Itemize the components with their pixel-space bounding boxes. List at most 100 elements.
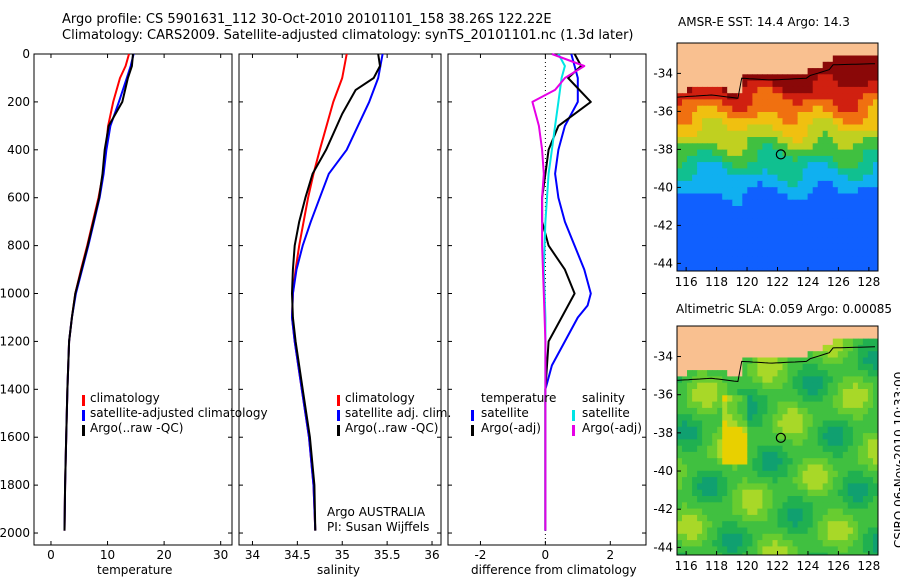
ocean-cell [827,80,834,88]
ocean-cell [852,143,859,151]
ocean-cell [702,508,708,516]
ocean-cell [812,155,819,163]
ocean-cell [737,458,743,466]
ocean-cell [852,68,859,75]
ocean-cell [847,162,854,169]
ocean-cell [857,414,864,422]
ocean-cell [792,137,799,144]
ocean-cell [707,395,713,403]
ocean-cell [757,268,763,271]
ocean-cell [772,256,779,264]
ocean-cell [878,143,884,150]
ocean-cell [792,445,799,453]
ocean-cell [762,130,768,138]
ocean-cell [722,237,728,245]
ocean-cell [727,93,733,101]
ocean-cell [732,508,738,516]
ocean-cell [842,112,849,119]
ocean-cell [822,118,829,126]
ocean-cell [757,357,763,365]
ocean-cell [757,180,763,188]
land-cell [697,74,703,82]
ocean-cell [802,483,809,491]
ocean-cell [817,451,824,459]
ocean-cell [812,420,819,428]
ocean-cell [787,401,794,409]
ocean-cell [712,249,718,257]
ocean-cell [878,414,884,421]
land-cell [792,43,799,50]
ocean-cell [787,212,794,220]
ocean-cell [812,137,819,144]
ocean-cell [767,268,773,271]
ocean-cell [767,256,773,264]
ocean-cell [867,180,874,188]
land-cell [737,332,743,340]
ocean-cell [777,206,784,213]
ocean-cell [717,395,723,403]
ocean-cell [767,439,773,447]
ocean-cell [682,249,688,257]
y-tick-label: 0 [22,47,30,61]
ocean-cell [712,199,718,207]
ocean-cell [862,483,869,491]
ocean-cell [792,180,799,188]
ocean-cell [732,162,738,169]
ocean-cell [862,193,869,201]
ocean-cell [802,224,809,232]
ocean-cell [827,439,834,447]
ocean-cell [777,407,784,415]
ocean-cell [792,86,799,94]
ocean-cell [817,370,824,377]
land-cell [722,49,728,57]
land-cell [817,338,824,346]
ocean-cell [737,199,743,207]
ocean-cell [722,426,728,434]
ocean-cell [852,389,859,396]
ocean-cell [857,533,864,541]
ocean-cell [737,180,743,188]
ocean-cell [812,376,819,384]
ocean-cell [807,249,814,257]
land-cell [722,74,728,82]
ocean-cell [852,93,859,101]
ocean-cell [827,389,834,396]
ocean-cell [817,105,824,113]
ocean-cell [792,458,799,466]
land-cell [687,363,693,371]
ocean-cell [822,540,829,547]
ocean-cell [792,389,799,396]
ocean-cell [847,93,854,101]
ocean-cell [687,143,693,151]
ocean-cell [742,496,748,503]
ocean-cell [737,130,743,138]
ocean-cell [822,458,829,466]
ocean-cell [742,508,748,516]
ocean-cell [712,243,718,251]
ocean-cell [837,338,844,346]
ocean-cell [757,206,763,213]
land-cell [692,357,698,365]
ocean-cell [792,99,799,107]
ocean-cell [782,99,789,107]
ocean-cell [752,143,758,151]
ocean-cell [677,489,683,497]
ocean-cell [802,74,809,82]
ocean-cell [682,105,688,113]
ocean-cell [822,464,829,472]
ocean-cell [822,256,829,264]
ocean-cell [842,496,849,503]
ocean-cell [707,155,713,163]
ocean-cell [817,149,824,157]
ocean-cell [767,414,773,422]
ocean-cell [847,61,854,69]
land-cell [687,61,693,69]
ocean-cell [867,249,874,257]
ocean-cell [707,464,713,472]
ocean-cell [792,237,799,245]
ocean-cell [762,168,768,176]
ocean-cell [857,155,864,163]
ocean-cell [807,477,814,484]
land-cell [707,344,713,352]
ocean-cell [732,502,738,510]
